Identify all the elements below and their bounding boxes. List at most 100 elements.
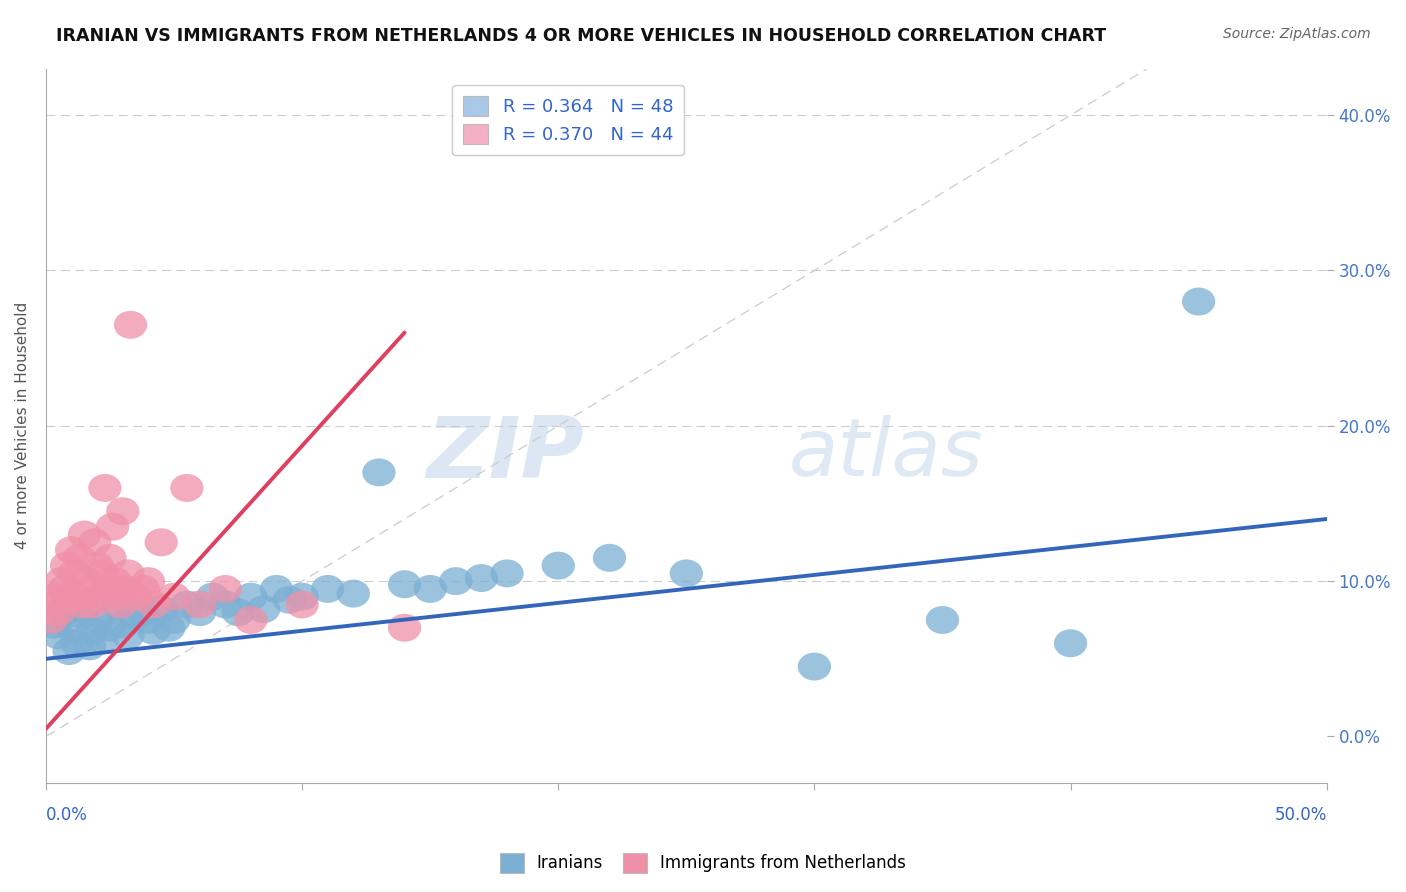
Ellipse shape (42, 599, 76, 626)
Ellipse shape (55, 614, 89, 641)
Ellipse shape (34, 606, 67, 634)
Ellipse shape (170, 474, 204, 502)
Ellipse shape (285, 591, 319, 618)
Ellipse shape (170, 591, 204, 618)
Ellipse shape (285, 582, 319, 611)
Ellipse shape (96, 513, 129, 541)
Text: ZIP: ZIP (426, 413, 583, 496)
Ellipse shape (55, 536, 89, 564)
Ellipse shape (136, 617, 170, 645)
Ellipse shape (221, 599, 254, 626)
Ellipse shape (77, 528, 111, 557)
Ellipse shape (89, 474, 121, 502)
Ellipse shape (120, 582, 152, 611)
Ellipse shape (60, 629, 93, 657)
Ellipse shape (42, 622, 76, 649)
Ellipse shape (37, 591, 70, 618)
Ellipse shape (65, 601, 98, 629)
Ellipse shape (83, 582, 117, 611)
Ellipse shape (120, 601, 152, 629)
Ellipse shape (76, 617, 108, 645)
Ellipse shape (98, 567, 132, 595)
Ellipse shape (235, 606, 267, 634)
Ellipse shape (127, 599, 160, 626)
Ellipse shape (107, 497, 139, 525)
Ellipse shape (104, 591, 136, 618)
Ellipse shape (114, 310, 148, 339)
Ellipse shape (80, 606, 114, 634)
Ellipse shape (132, 606, 165, 634)
Ellipse shape (593, 544, 626, 572)
Ellipse shape (413, 575, 447, 603)
Ellipse shape (39, 582, 73, 611)
Legend: Iranians, Immigrants from Netherlands: Iranians, Immigrants from Netherlands (494, 847, 912, 880)
Ellipse shape (67, 521, 101, 549)
Ellipse shape (157, 606, 191, 634)
Ellipse shape (183, 599, 217, 626)
Ellipse shape (541, 551, 575, 580)
Ellipse shape (157, 582, 191, 611)
Ellipse shape (45, 567, 77, 595)
Ellipse shape (48, 575, 80, 603)
Ellipse shape (93, 614, 127, 641)
Ellipse shape (73, 632, 107, 660)
Ellipse shape (37, 611, 70, 639)
Legend: R = 0.364   N = 48, R = 0.370   N = 44: R = 0.364 N = 48, R = 0.370 N = 44 (451, 85, 683, 155)
Ellipse shape (76, 591, 108, 618)
Ellipse shape (52, 637, 86, 665)
Ellipse shape (208, 575, 242, 603)
Ellipse shape (52, 586, 86, 614)
Ellipse shape (70, 567, 104, 595)
Ellipse shape (101, 582, 135, 611)
Ellipse shape (1054, 629, 1087, 657)
Ellipse shape (136, 591, 170, 618)
Ellipse shape (388, 570, 422, 599)
Ellipse shape (145, 528, 179, 557)
Ellipse shape (363, 458, 395, 486)
Ellipse shape (107, 611, 139, 639)
Ellipse shape (925, 606, 959, 634)
Ellipse shape (152, 614, 186, 641)
Ellipse shape (101, 591, 135, 618)
Ellipse shape (65, 591, 98, 618)
Ellipse shape (439, 567, 472, 595)
Text: IRANIAN VS IMMIGRANTS FROM NETHERLANDS 4 OR MORE VEHICLES IN HOUSEHOLD CORRELATI: IRANIAN VS IMMIGRANTS FROM NETHERLANDS 4… (56, 27, 1107, 45)
Ellipse shape (260, 575, 294, 603)
Ellipse shape (465, 564, 498, 592)
Ellipse shape (48, 599, 80, 626)
Text: Source: ZipAtlas.com: Source: ZipAtlas.com (1223, 27, 1371, 41)
Ellipse shape (111, 622, 145, 649)
Text: 0.0%: 0.0% (46, 806, 87, 824)
Ellipse shape (247, 595, 280, 624)
Ellipse shape (669, 559, 703, 587)
Text: 50.0%: 50.0% (1274, 806, 1327, 824)
Ellipse shape (108, 575, 142, 603)
Ellipse shape (1182, 287, 1215, 316)
Ellipse shape (145, 595, 179, 624)
Ellipse shape (91, 575, 124, 603)
Ellipse shape (336, 580, 370, 607)
Ellipse shape (93, 544, 127, 572)
Ellipse shape (195, 582, 229, 611)
Ellipse shape (273, 586, 307, 614)
Ellipse shape (67, 595, 101, 624)
Ellipse shape (132, 567, 165, 595)
Text: atlas: atlas (789, 416, 984, 493)
Ellipse shape (127, 575, 160, 603)
Ellipse shape (80, 551, 114, 580)
Ellipse shape (111, 559, 145, 587)
Ellipse shape (491, 559, 523, 587)
Ellipse shape (183, 591, 217, 618)
Ellipse shape (86, 559, 120, 587)
Ellipse shape (49, 551, 83, 580)
Ellipse shape (60, 582, 93, 611)
Ellipse shape (208, 591, 242, 618)
Ellipse shape (311, 575, 344, 603)
Ellipse shape (388, 614, 422, 641)
Y-axis label: 4 or more Vehicles in Household: 4 or more Vehicles in Household (15, 302, 30, 549)
Ellipse shape (73, 575, 107, 603)
Ellipse shape (235, 582, 267, 611)
Ellipse shape (58, 559, 91, 587)
Ellipse shape (86, 626, 120, 654)
Ellipse shape (797, 653, 831, 681)
